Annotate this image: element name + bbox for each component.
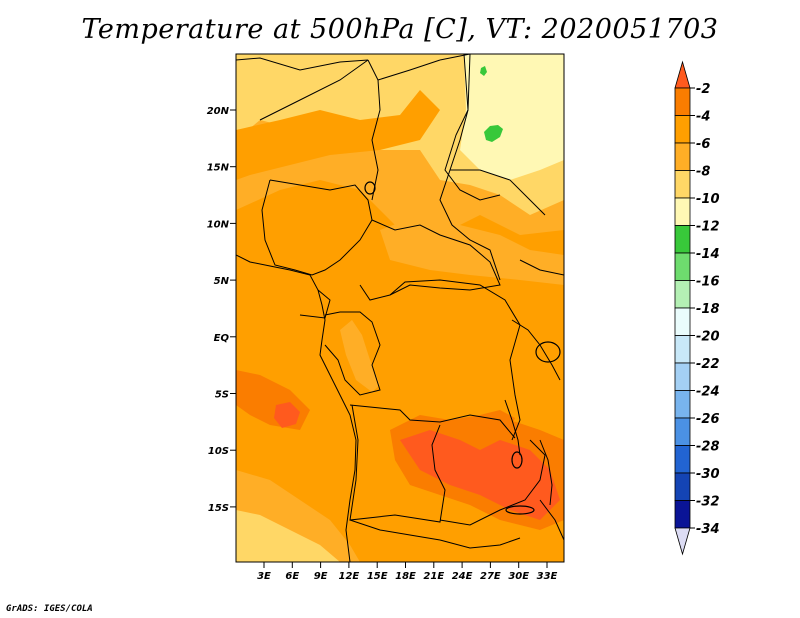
field-west-warm-spot [274, 402, 300, 428]
field-warm-northwest [236, 90, 440, 180]
lon-label: 15E [367, 571, 388, 582]
lat-label: 15N [207, 163, 230, 174]
border-coast-west [236, 254, 357, 562]
colorbar-segment [674, 252, 691, 281]
colorbar-segment [674, 335, 691, 364]
lat-label: 5S [215, 390, 229, 401]
lat-axis: 20N 15N 10N 5N EQ 5S 10S 15S [207, 106, 236, 514]
colorbar-segment [674, 307, 691, 336]
lon-label: 30E [508, 571, 529, 582]
lon-label: 24E [452, 571, 473, 582]
lon-label: 18E [395, 571, 416, 582]
colorbar-label: -6 [696, 137, 710, 152]
colorbar-label: -14 [696, 247, 720, 262]
lat-label: 10S [208, 446, 229, 457]
colorbar-label: -8 [696, 165, 710, 180]
lat-label: EQ [214, 333, 230, 344]
borders [236, 54, 564, 562]
lakes [364, 181, 561, 515]
colorbar-segment [674, 445, 691, 474]
chart-title: Temperature at 500hPa [C], VT: 202005170… [81, 14, 719, 45]
colorbar: -2 -4 -6 -8 -10 -12 -14 -16 -18 -20 -22 -24 -26 -28 -3… [674, 60, 720, 556]
lon-label: 33E [537, 571, 558, 582]
field-green-patch [484, 125, 503, 142]
colorbar-label: -4 [696, 110, 710, 125]
border-botswana [439, 537, 521, 549]
field-green-dot [480, 66, 487, 76]
colorbar-top-arrow [674, 60, 691, 89]
colorbar-segment [674, 115, 691, 144]
colorbar-segment [674, 362, 691, 391]
colorbar-segment [674, 142, 691, 171]
colorbar-label: -32 [696, 495, 720, 510]
border-chad-east [439, 54, 501, 281]
border-angola [349, 404, 446, 523]
field-sahel-band [380, 215, 564, 285]
lat-label: 5N [214, 276, 230, 287]
colorbar-segment [674, 170, 691, 199]
field-congo-light [340, 320, 380, 392]
border-drc-south [349, 404, 516, 439]
colorbar-label: -24 [696, 385, 720, 400]
grads-credit: GrADS: IGES/COLA [6, 604, 93, 614]
field-north-12 [460, 54, 564, 180]
colorbar-label: -34 [696, 522, 720, 537]
colorbar-label: -20 [696, 330, 720, 345]
border-libya [377, 59, 441, 81]
colorbar-segment [674, 417, 691, 446]
lon-label: 12E [339, 571, 360, 582]
border-lake-malawi [539, 439, 553, 506]
lon-label: 21E [423, 571, 444, 582]
colorbar-segment [674, 472, 691, 501]
border-nigeria [261, 179, 373, 276]
lake-mweru [511, 451, 523, 469]
border-lake-tanganyika [504, 399, 521, 456]
lake-kariba [505, 505, 535, 515]
colorbar-segment [674, 390, 691, 419]
lon-label: 6E [285, 571, 299, 582]
colorbar-label: -28 [696, 440, 720, 455]
colorbar-segment [674, 197, 691, 226]
lake-chad [364, 181, 376, 195]
field-southwest-10 [236, 510, 340, 562]
lat-label: 20N [207, 106, 230, 117]
map-plot-area [236, 54, 564, 562]
colorbar-label: -12 [696, 220, 720, 235]
colorbar-segment [674, 225, 691, 254]
border-mozambique [539, 499, 564, 541]
field-nw-warm [480, 410, 515, 432]
map-frame [235, 53, 565, 563]
border-gabon [299, 289, 331, 319]
border-congo [324, 311, 381, 396]
lat-label: 15S [208, 503, 229, 514]
colorbar-label: -16 [696, 275, 720, 290]
colorbar-segment [674, 280, 691, 309]
lon-label: 3E [257, 571, 271, 582]
colorbar-label: -22 [696, 357, 720, 372]
border-ethiopia [519, 259, 564, 276]
colorbar-label: -18 [696, 302, 720, 317]
colorbar-label: -26 [696, 412, 720, 427]
border-niger-mali [259, 59, 369, 121]
border-sudan-south [450, 169, 546, 216]
lake-victoria [535, 341, 561, 363]
lon-label: 27E [480, 571, 501, 582]
lon-label: 9E [314, 571, 328, 582]
lat-label: 10N [207, 219, 230, 230]
colorbar-segment [674, 500, 691, 529]
border-namibia [349, 519, 441, 541]
border-drc-north [389, 279, 521, 441]
colorbar-label: -2 [696, 82, 710, 97]
lon-axis: 3E 6E 9E 12E 15E 18E 21E 24E 27E 30E 33E [257, 562, 558, 582]
colorbar-segment [674, 87, 691, 116]
colorbar-label: -10 [696, 192, 720, 207]
border-north-algeria [236, 57, 369, 71]
border-sudan [444, 54, 501, 201]
border-chad-west [367, 59, 381, 201]
border-zambia [439, 439, 546, 526]
colorbar-bottom-arrow [674, 527, 691, 556]
colorbar-label: -30 [696, 467, 720, 482]
